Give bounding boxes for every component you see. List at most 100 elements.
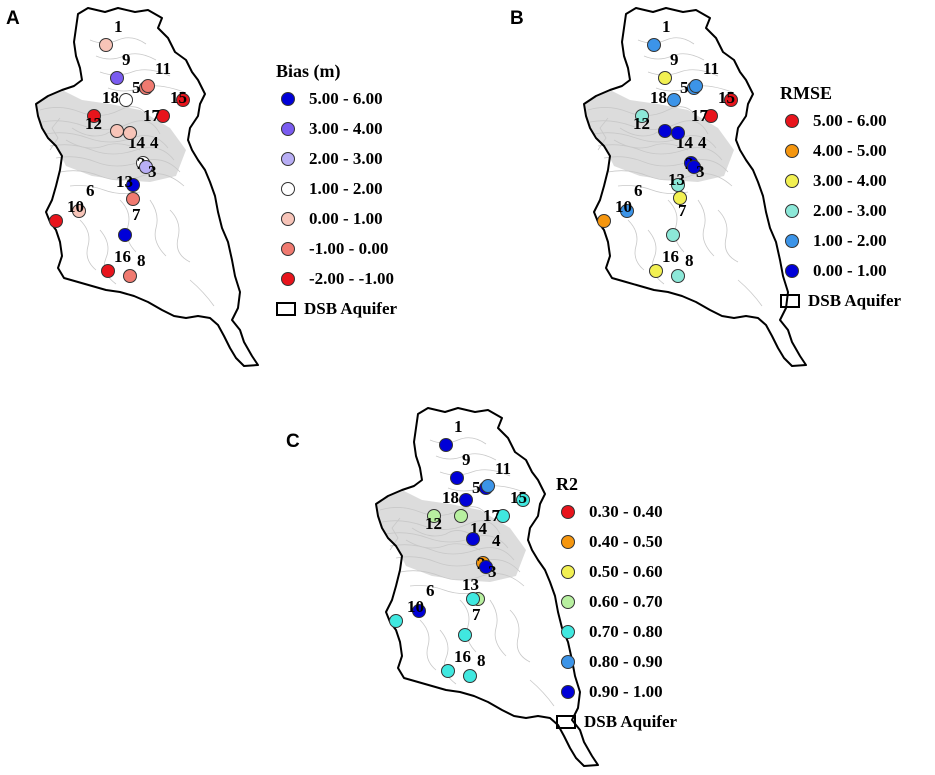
- contour-line: [613, 139, 689, 151]
- legend-r2: R2 0.30 - 0.40 0.40 - 0.50 0.50 - 0.60 0.60 …: [556, 471, 677, 737]
- well-site-label: 11: [703, 59, 719, 78]
- legend-swatch: [785, 234, 799, 248]
- well-site-marker: [119, 93, 133, 107]
- well-site-label: 12: [425, 514, 442, 533]
- well-site-label: 17: [143, 106, 161, 125]
- legend-swatch: [561, 535, 575, 549]
- contour-line: [411, 527, 475, 537]
- legend-label: 0.50 - 0.60: [589, 562, 663, 581]
- well-site-marker: [687, 160, 701, 174]
- well-site-label: 9: [122, 50, 131, 69]
- panel-c: C 195111815171214423136107168 R20.30 - 0…: [280, 395, 740, 775]
- well-site-marker: [72, 204, 86, 218]
- contour-line: [381, 520, 501, 535]
- contour-line: [169, 209, 191, 263]
- well-site-marker: [481, 479, 495, 493]
- contour-line: [697, 199, 715, 257]
- well-site-marker: [87, 109, 101, 123]
- legend-label: -1.00 - 0.00: [309, 239, 389, 258]
- map-layer: 195111815171214423136107168: [375, 407, 599, 767]
- well-site-label: 13: [668, 170, 685, 189]
- legend-label: 4.00 - 5.00: [813, 141, 887, 160]
- well-site-marker: [666, 228, 680, 242]
- contour-line: [643, 53, 705, 61]
- well-site-marker: [99, 38, 113, 52]
- contour-line: [149, 199, 167, 257]
- aquifer-outline-swatch: [556, 715, 576, 729]
- legend-title: R2: [556, 474, 578, 494]
- well-site-marker: [635, 109, 649, 123]
- contour-line: [45, 132, 169, 149]
- contour-line: [405, 539, 481, 551]
- contour-line: [717, 209, 739, 263]
- legend-label: 2.00 - 3.00: [813, 201, 887, 220]
- legend-label: 5.00 - 6.00: [813, 111, 887, 130]
- well-site-label: 16: [114, 247, 131, 266]
- legend-label: DSB Aquifer: [584, 712, 678, 731]
- well-site-label: 13: [462, 575, 479, 594]
- well-site-marker: [459, 493, 473, 507]
- well-site-label: 5: [132, 78, 141, 97]
- legend-title: Bias (m): [276, 61, 341, 81]
- legend-label: 1.00 - 2.00: [813, 231, 887, 250]
- legend-label: DSB Aquifer: [304, 299, 398, 318]
- well-site-label: 3: [148, 162, 157, 181]
- legend-bias: Bias (m) 5.00 - 6.00 3.00 - 4.00 2.00 - 3.0…: [276, 58, 397, 324]
- aquifer-outline-swatch: [276, 302, 296, 316]
- map-layer: 195111815171214423136107168: [583, 7, 807, 367]
- legend-swatch: [281, 242, 295, 256]
- legend-swatch: [785, 174, 799, 188]
- well-site-label: 17: [483, 506, 501, 525]
- legend-label: 5.00 - 6.00: [309, 89, 383, 108]
- legend-label: 0.90 - 1.00: [589, 682, 663, 701]
- contour-line: [419, 619, 437, 671]
- well-site-label: 8: [685, 251, 694, 270]
- well-site-label: 6: [634, 181, 643, 200]
- aquifer-boundary: [35, 7, 259, 367]
- aquifer-boundary: [583, 7, 807, 367]
- well-site-label: 18: [442, 488, 459, 507]
- aquifer-boundary: [375, 407, 599, 767]
- well-site-marker: [458, 628, 472, 642]
- well-site-marker: [110, 124, 124, 138]
- well-site-marker: [126, 178, 140, 192]
- well-site-label: 11: [495, 459, 511, 478]
- legend-entry: -2.00 - -1.00: [276, 264, 397, 294]
- well-site-label: 10: [615, 197, 632, 216]
- well-site-label: 5: [472, 478, 481, 497]
- aquifer-outline-swatch: [780, 294, 800, 308]
- legend-rmse: RMSE 5.00 - 6.00 4.00 - 5.00 3.00 - 4.00 2.0…: [780, 80, 901, 316]
- legend-swatch: [561, 565, 575, 579]
- legend-entry-aquifer: DSB Aquifer: [780, 286, 901, 316]
- well-site-label: 6: [426, 581, 435, 600]
- contour-line: [509, 609, 531, 663]
- legend-entry: 2.00 - 3.00: [780, 196, 901, 226]
- legend-entry: 0.60 - 0.70: [556, 587, 677, 617]
- well-site-marker: [466, 532, 480, 546]
- well-site-marker: [139, 160, 153, 174]
- aquifer-map-c: 195111815171214423136107168: [375, 407, 599, 767]
- legend-swatch: [561, 625, 575, 639]
- well-site-marker: [673, 191, 687, 205]
- well-site-label: 5: [680, 78, 689, 97]
- contour-line: [737, 279, 763, 307]
- contour-line: [59, 170, 185, 187]
- contour-line: [627, 219, 645, 271]
- well-site-marker: [156, 109, 170, 123]
- well-site-label: 7: [132, 205, 141, 224]
- legend-label: 3.00 - 4.00: [309, 119, 383, 138]
- well-site-label: 1: [454, 417, 463, 436]
- legend-label: 0.00 - 1.00: [813, 261, 887, 280]
- well-site-label: 15: [718, 88, 735, 107]
- map-layer: 195111815171214423136107168: [35, 7, 259, 367]
- contour-line: [489, 599, 507, 657]
- well-site-label: 4: [698, 133, 707, 152]
- contour-line: [607, 170, 733, 187]
- well-site-marker: [118, 228, 132, 242]
- legend-swatch: [785, 204, 799, 218]
- legend-entry: 0.70 - 0.80: [556, 617, 677, 647]
- well-site-marker: [441, 664, 455, 678]
- legend-title: RMSE: [780, 83, 833, 103]
- well-site-marker: [450, 471, 464, 485]
